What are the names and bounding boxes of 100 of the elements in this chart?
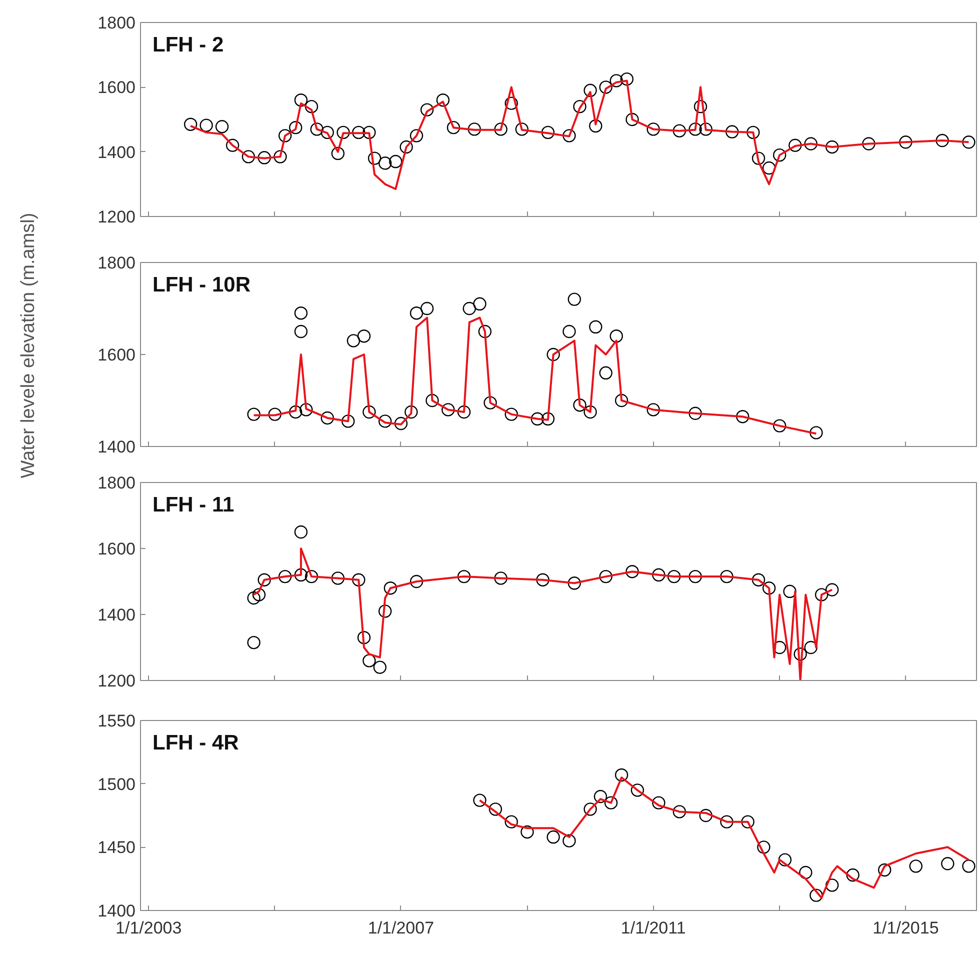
y-tick-label: 1450 bbox=[98, 838, 136, 858]
point bbox=[762, 582, 776, 595]
y-tick-label: 1200 bbox=[98, 208, 136, 226]
point bbox=[457, 405, 471, 419]
point bbox=[626, 112, 639, 126]
point bbox=[568, 292, 581, 306]
point bbox=[562, 129, 576, 142]
point bbox=[289, 405, 302, 419]
point bbox=[652, 568, 666, 582]
point bbox=[268, 408, 282, 421]
point bbox=[646, 403, 660, 416]
point bbox=[752, 573, 766, 586]
text: LFH - 4R bbox=[152, 732, 239, 754]
point bbox=[562, 834, 576, 848]
point bbox=[862, 137, 876, 150]
y-tick-label: 1550 bbox=[98, 712, 136, 730]
point bbox=[546, 348, 560, 362]
point bbox=[746, 126, 760, 140]
point bbox=[536, 573, 550, 586]
point bbox=[247, 591, 260, 605]
point bbox=[389, 154, 402, 168]
point bbox=[589, 119, 602, 133]
point bbox=[584, 84, 597, 97]
point bbox=[667, 570, 681, 584]
point bbox=[515, 122, 528, 136]
point bbox=[473, 794, 486, 807]
point bbox=[378, 414, 392, 428]
point bbox=[599, 570, 612, 584]
point bbox=[810, 888, 823, 902]
point bbox=[752, 152, 766, 165]
y-axis-title: Water levele elevation (m.amsl) bbox=[18, 212, 39, 478]
point bbox=[384, 582, 398, 595]
point bbox=[410, 129, 424, 142]
point bbox=[599, 366, 612, 380]
point bbox=[426, 394, 439, 408]
text: LFH - 11 bbox=[152, 494, 235, 516]
point bbox=[504, 815, 518, 828]
y-tick-label: 1800 bbox=[98, 14, 136, 32]
line-series bbox=[478, 776, 970, 899]
point bbox=[788, 138, 802, 152]
point bbox=[446, 120, 460, 134]
line-series bbox=[252, 316, 818, 435]
point bbox=[741, 815, 754, 828]
point bbox=[584, 802, 597, 816]
point bbox=[200, 118, 213, 132]
point bbox=[541, 126, 555, 140]
point bbox=[620, 72, 634, 86]
point bbox=[346, 334, 360, 348]
point bbox=[242, 150, 256, 164]
point bbox=[962, 860, 976, 873]
point bbox=[878, 863, 892, 877]
point bbox=[688, 406, 702, 420]
point bbox=[278, 129, 292, 142]
point bbox=[573, 398, 586, 412]
point bbox=[941, 857, 954, 870]
point bbox=[573, 100, 586, 114]
point bbox=[226, 138, 240, 152]
point bbox=[757, 840, 770, 854]
point bbox=[300, 403, 313, 416]
point bbox=[410, 574, 424, 588]
point bbox=[794, 648, 807, 661]
point bbox=[258, 151, 271, 164]
point bbox=[584, 405, 597, 419]
point bbox=[488, 802, 502, 816]
x-tick-label: 1/1/2015 bbox=[872, 918, 939, 938]
point bbox=[899, 136, 912, 149]
point bbox=[630, 784, 644, 797]
y-tick-label: 1200 bbox=[98, 672, 136, 690]
point bbox=[562, 324, 576, 338]
point bbox=[594, 790, 608, 804]
point bbox=[610, 74, 623, 88]
point bbox=[504, 96, 518, 110]
point bbox=[699, 122, 712, 136]
point bbox=[494, 122, 508, 136]
point bbox=[184, 118, 198, 131]
point bbox=[362, 126, 376, 140]
point bbox=[294, 525, 308, 539]
point bbox=[378, 604, 392, 618]
point bbox=[688, 122, 702, 136]
point bbox=[320, 411, 334, 425]
point bbox=[473, 297, 486, 310]
line-series bbox=[252, 548, 834, 680]
point bbox=[804, 640, 818, 654]
point bbox=[530, 412, 544, 426]
point bbox=[462, 302, 476, 316]
point bbox=[274, 150, 287, 164]
point bbox=[936, 134, 949, 148]
point bbox=[442, 403, 455, 416]
point bbox=[688, 570, 702, 584]
point bbox=[352, 126, 366, 140]
point bbox=[568, 576, 581, 590]
point bbox=[720, 815, 734, 828]
point bbox=[400, 140, 413, 154]
point bbox=[357, 330, 371, 343]
y-tick-label: 1800 bbox=[98, 254, 136, 272]
point bbox=[457, 570, 471, 584]
point bbox=[725, 125, 739, 138]
point bbox=[604, 796, 618, 810]
point bbox=[252, 588, 266, 602]
point bbox=[646, 122, 660, 136]
